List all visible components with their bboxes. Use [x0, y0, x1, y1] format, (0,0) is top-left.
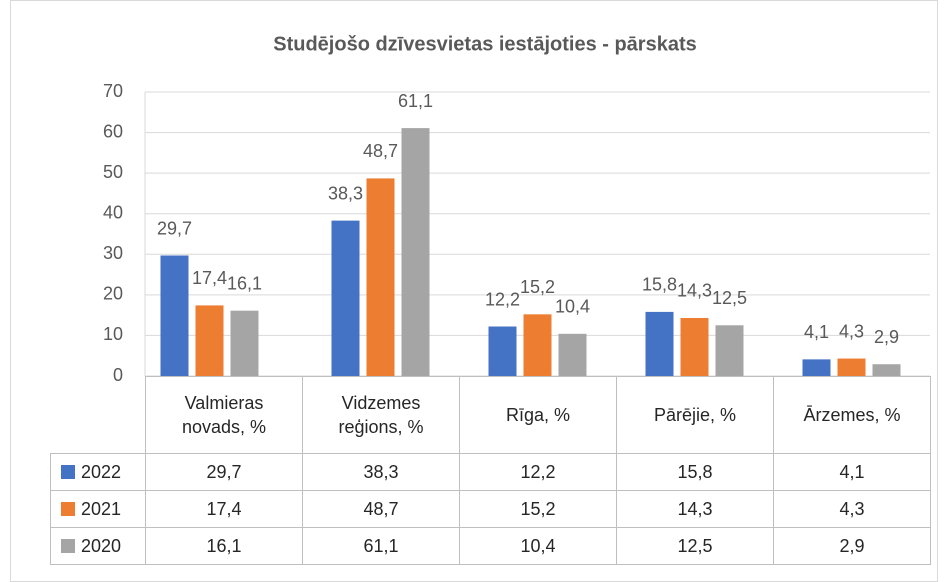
legend-label: 2021 [81, 498, 122, 519]
table-value: 17,4 [145, 490, 303, 528]
bar [230, 310, 259, 376]
legend-label: 2022 [81, 461, 122, 482]
bar [523, 314, 552, 376]
legend-key: 2022 [50, 453, 146, 491]
series-row: 2022 29,7 38,3 12,2 15,8 4,1 [50, 453, 931, 491]
table-value: 15,8 [616, 453, 774, 491]
category-label: Ārzemes, % [773, 376, 931, 454]
data-label: 14,3 [677, 281, 712, 301]
table-value: 61,1 [302, 527, 460, 565]
legend-label: 2020 [81, 535, 122, 556]
data-label: 61,1 [398, 91, 433, 111]
category-label: Rīga, % [459, 376, 617, 454]
y-tick-label: 30 [103, 243, 123, 263]
data-label: 16,1 [227, 273, 262, 293]
category-label: Valmieras novads, % [145, 376, 303, 454]
series-row: 2021 17,4 48,7 15,2 14,3 4,3 [50, 490, 931, 528]
table-value: 48,7 [302, 490, 460, 528]
data-label: 4,3 [839, 321, 864, 341]
bar [401, 128, 430, 376]
legend-key: 2020 [50, 527, 146, 565]
table-value: 14,3 [616, 490, 774, 528]
bar [645, 311, 674, 376]
data-label: 38,3 [328, 183, 363, 203]
legend-swatch [61, 538, 75, 553]
bar [331, 220, 360, 376]
header-row: Valmieras novads, % Vidzemes reģions, % Rī… [50, 376, 931, 454]
category-label: Vidzemes reģions, % [302, 376, 460, 454]
y-tick-label: 70 [103, 81, 123, 101]
y-tick-label: 10 [103, 324, 123, 344]
bar [837, 358, 866, 376]
y-tick-label: 40 [103, 202, 123, 222]
table-value: 10,4 [459, 527, 617, 565]
y-tick-label: 0 [113, 365, 123, 385]
bar [872, 364, 901, 376]
table-value: 4,1 [773, 453, 931, 491]
table-value: 12,5 [616, 527, 774, 565]
bar [488, 326, 517, 376]
y-tick-label: 60 [103, 121, 123, 141]
bar [366, 178, 395, 376]
bar [680, 317, 709, 376]
legend-swatch [61, 464, 75, 479]
y-tick-label: 50 [103, 162, 123, 182]
bar [558, 333, 587, 376]
data-label: 12,5 [712, 288, 747, 308]
category-label: Pārējie, % [616, 376, 774, 454]
legend-key: 2021 [50, 490, 146, 528]
table-value: 15,2 [459, 490, 617, 528]
y-tick-label: 20 [103, 284, 123, 304]
table-value: 16,1 [145, 527, 303, 565]
table-value: 2,9 [773, 527, 931, 565]
data-label: 17,4 [192, 268, 227, 288]
data-label: 48,7 [363, 141, 398, 161]
table-value: 12,2 [459, 453, 617, 491]
data-label: 10,4 [555, 297, 590, 317]
chart-title: Studējošo dzīvesvietas iestājoties - pār… [273, 33, 697, 55]
data-label: 4,1 [804, 322, 829, 342]
series-row: 2020 16,1 61,1 10,4 12,5 2,9 [50, 527, 931, 565]
bar [715, 325, 744, 376]
data-label: 15,2 [520, 277, 555, 297]
corner [50, 376, 146, 454]
table-value: 4,3 [773, 490, 931, 528]
data-label: 12,2 [485, 289, 520, 309]
data-label: 29,7 [157, 218, 192, 238]
bar [195, 305, 224, 376]
data-label: 15,8 [642, 275, 677, 295]
bar [160, 255, 189, 376]
data-table: Valmieras novads, % Vidzemes reģions, % Rī… [50, 376, 931, 565]
table-value: 29,7 [145, 453, 303, 491]
legend-swatch [61, 501, 75, 516]
bar [802, 359, 831, 376]
table-value: 38,3 [302, 453, 460, 491]
data-label: 2,9 [874, 327, 899, 347]
